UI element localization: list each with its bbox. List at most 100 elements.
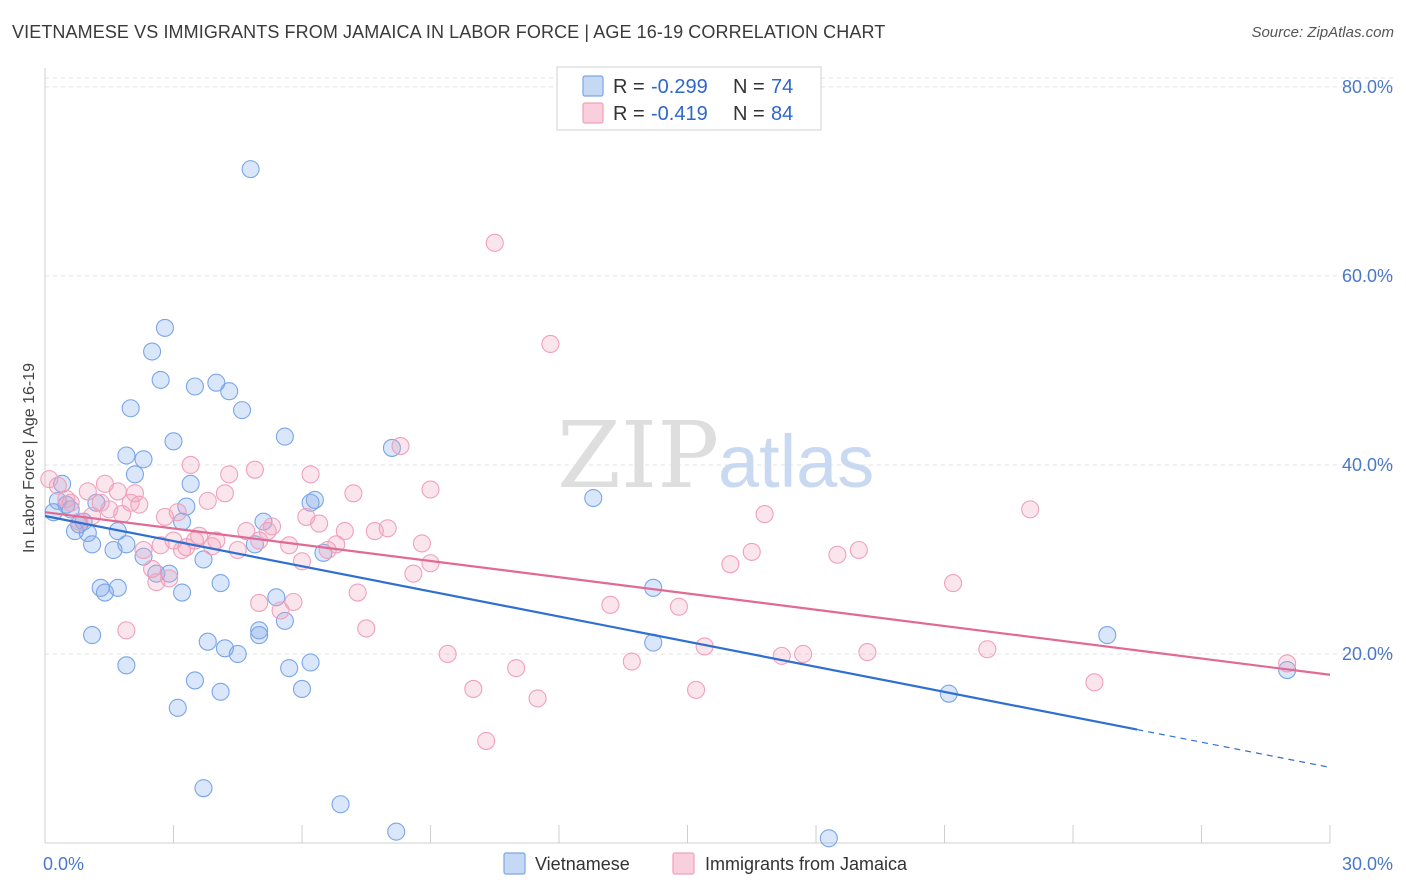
legend-n-label-2: N = bbox=[733, 103, 765, 125]
vietnamese-point-40 bbox=[207, 373, 226, 392]
jamaica-point-57 bbox=[404, 564, 423, 583]
vietnamese-point-39 bbox=[198, 632, 217, 651]
vietnamese-point-19 bbox=[117, 446, 136, 465]
vietnamese-point-30 bbox=[168, 698, 187, 717]
vietnamese-point-18 bbox=[117, 656, 136, 675]
jamaica-point-51 bbox=[344, 484, 363, 503]
bottom-legend-label-jamaica: Immigrants from Jamaica bbox=[705, 854, 908, 874]
jamaica-point-56 bbox=[391, 436, 410, 456]
vietnamese-point-4 bbox=[61, 500, 80, 519]
jamaica-point-26 bbox=[181, 455, 200, 475]
jamaica-point-1 bbox=[48, 476, 67, 495]
jamaica-point-78 bbox=[828, 545, 847, 564]
legend: R = -0.299 N = 74 R = -0.419 N = 84 bbox=[556, 66, 822, 131]
legend-r-label-1: R = bbox=[613, 76, 645, 98]
chart-title: VIETNAMESE VS IMMIGRANTS FROM JAMAICA IN… bbox=[12, 22, 886, 42]
watermark: ZIP atlas bbox=[557, 402, 874, 509]
vietnamese-point-42 bbox=[211, 574, 230, 593]
jamaica-point-64 bbox=[485, 233, 504, 252]
legend-n-label-1: N = bbox=[733, 76, 765, 98]
legend-r-label-2: R = bbox=[613, 103, 645, 125]
jamaica-trend-line bbox=[44, 511, 1331, 676]
jamaica-point-83 bbox=[1021, 500, 1040, 519]
y-tick-label-0: 20.0% bbox=[1342, 644, 1393, 664]
jamaica-point-79 bbox=[849, 540, 868, 560]
bottom-legend-swatch-jamaica bbox=[672, 852, 695, 875]
vietnamese-point-17 bbox=[117, 535, 136, 554]
bottom-legend-swatch-vietnamese bbox=[503, 852, 526, 875]
legend-swatch-vietnamese bbox=[582, 75, 604, 97]
jamaica-point-12 bbox=[117, 621, 136, 640]
legend-swatch-jamaica bbox=[582, 102, 604, 124]
trend-lines bbox=[44, 511, 1331, 768]
vietnamese-trend-extension bbox=[1137, 728, 1331, 768]
legend-r-value-2: -0.419 bbox=[651, 103, 708, 125]
jamaica-point-59 bbox=[421, 480, 440, 499]
jamaica-point-15 bbox=[130, 495, 149, 514]
y-tick-label-3: 80.0% bbox=[1342, 77, 1393, 97]
vietnamese-point-37 bbox=[194, 550, 213, 569]
jamaica-point-55 bbox=[378, 519, 397, 538]
vietnamese-point-44 bbox=[220, 382, 239, 401]
vietnamese-point-21 bbox=[125, 465, 144, 484]
jamaica-point-67 bbox=[541, 334, 560, 354]
vietnamese-point-28 bbox=[160, 564, 179, 583]
jamaica-point-65 bbox=[507, 659, 526, 678]
vietnamese-point-59 bbox=[305, 490, 324, 509]
vietnamese-point-31 bbox=[173, 583, 192, 602]
jamaica-point-36 bbox=[245, 460, 264, 479]
jamaica-point-71 bbox=[687, 680, 706, 699]
vietnamese-point-36 bbox=[185, 377, 204, 396]
vietnamese-point-46 bbox=[232, 401, 252, 420]
jamaica-point-33 bbox=[220, 465, 239, 484]
jamaica-point-74 bbox=[742, 542, 761, 561]
axes: 20.0% 40.0% 60.0% 80.0% 0.0% 30.0% bbox=[43, 68, 1393, 874]
vietnamese-point-45 bbox=[228, 644, 247, 664]
vietnamese-point-26 bbox=[151, 370, 170, 389]
jamaica-point-46 bbox=[301, 465, 320, 484]
source-label: Source: ZipAtlas.com bbox=[1251, 24, 1394, 41]
vietnamese-point-69 bbox=[1098, 626, 1117, 645]
jamaica-point-14 bbox=[125, 484, 144, 503]
jamaica-point-23 bbox=[168, 503, 187, 522]
legend-n-value-2: 84 bbox=[771, 103, 793, 125]
jamaica-point-75 bbox=[755, 505, 774, 524]
vietnamese-point-51 bbox=[254, 512, 273, 531]
vietnamese-point-16 bbox=[108, 578, 127, 597]
x-tick-label-1: 30.0% bbox=[1342, 854, 1393, 874]
data-points bbox=[40, 160, 1297, 848]
bottom-legend: Vietnamese Immigrants from Jamaica bbox=[503, 852, 908, 875]
vietnamese-point-41 bbox=[211, 682, 230, 701]
vietnamese-point-27 bbox=[155, 318, 174, 337]
jamaica-point-68 bbox=[601, 595, 620, 614]
vietnamese-point-53 bbox=[275, 427, 294, 446]
vietnamese-point-24 bbox=[143, 342, 162, 361]
vietnamese-point-23 bbox=[134, 547, 153, 566]
vietnamese-point-55 bbox=[280, 659, 299, 678]
jamaica-point-84 bbox=[1085, 673, 1104, 692]
vietnamese-point-49 bbox=[250, 621, 269, 640]
x-tick-label-0: 0.0% bbox=[43, 854, 84, 874]
vietnamese-point-22 bbox=[134, 450, 153, 469]
vietnamese-point-67 bbox=[819, 829, 838, 848]
jamaica-point-38 bbox=[250, 593, 269, 612]
vietnamese-point-20 bbox=[121, 399, 140, 418]
y-axis-title: In Labor Force | Age 16-19 bbox=[21, 363, 38, 553]
jamaica-point-35 bbox=[237, 522, 256, 541]
jamaica-point-80 bbox=[858, 643, 877, 662]
jamaica-point-3 bbox=[61, 493, 80, 512]
vietnamese-trend-line bbox=[44, 514, 1138, 731]
vietnamese-point-61 bbox=[331, 795, 350, 814]
vietnamese-point-54 bbox=[275, 611, 294, 630]
legend-r-value-1: -0.299 bbox=[651, 76, 708, 98]
vietnamese-point-63 bbox=[387, 822, 406, 841]
jamaica-point-52 bbox=[348, 583, 367, 602]
jamaica-point-21 bbox=[160, 569, 179, 588]
vietnamese-point-64 bbox=[584, 488, 603, 508]
jamaica-point-85 bbox=[1278, 654, 1297, 673]
jamaica-point-66 bbox=[528, 689, 547, 708]
jamaica-point-50 bbox=[335, 522, 354, 541]
jamaica-point-42 bbox=[280, 536, 299, 555]
vietnamese-point-56 bbox=[292, 679, 312, 698]
